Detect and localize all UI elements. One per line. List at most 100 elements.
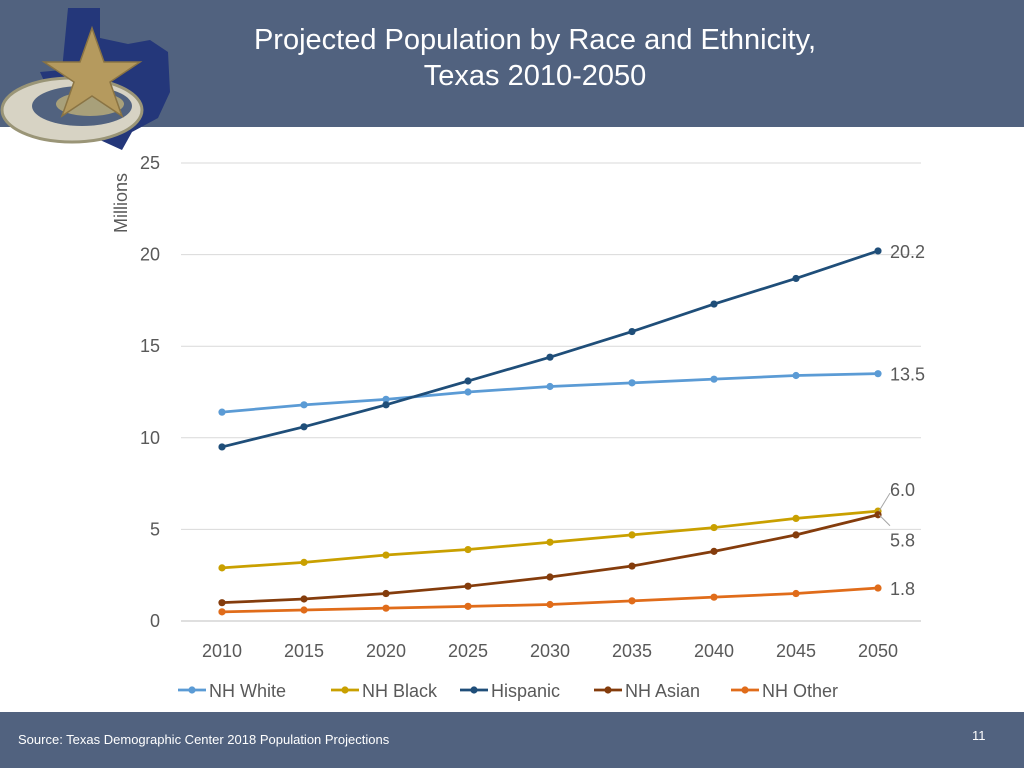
x-tick-label: 2030	[530, 641, 570, 661]
legend-item: NH Other	[731, 681, 838, 701]
series-line-nh-white	[221, 372, 879, 414]
footer-bar: Source: Texas Demographic Center 2018 Po…	[0, 712, 1024, 768]
page-title: Projected Population by Race and Ethnici…	[240, 22, 830, 94]
y-axis-label: Millions	[111, 173, 131, 233]
data-point-nh-white	[874, 370, 882, 378]
data-point-nh-other	[546, 600, 554, 609]
data-point-nh-black	[546, 538, 554, 546]
x-tick-label: 2025	[448, 641, 488, 661]
texas-star-logo	[0, 8, 170, 150]
line-chart: 0 5 10 15 2025 2010 2015 2020 2025 2030 2035 2040 2…	[111, 153, 925, 701]
y-axis-ticks: 0 5 10 15 20 25	[140, 153, 160, 631]
x-tick-label: 2050	[858, 641, 898, 661]
x-tick-label: 2010	[202, 641, 242, 661]
page-number: 11	[972, 728, 986, 743]
legend-swatch-marker	[341, 686, 349, 694]
x-tick-label: 2040	[694, 641, 734, 661]
data-point-nh-other	[628, 597, 636, 605]
data-point-nh-white	[628, 379, 636, 387]
legend-item: NH White	[178, 681, 286, 701]
end-data-label: 6.0	[890, 480, 915, 500]
data-point-nh-white	[382, 395, 390, 403]
title-line-1: Projected Population by Race and Ethnici…	[253, 24, 817, 56]
data-point-hispanic	[874, 247, 882, 255]
gridlines	[181, 162, 921, 622]
data-point-nh-other	[218, 608, 226, 616]
legend-label: NH Black	[362, 681, 438, 701]
x-tick-label: 2015	[284, 641, 324, 661]
data-point-nh-asian	[710, 547, 718, 555]
data-point-nh-other	[300, 606, 308, 614]
data-point-nh-other	[874, 584, 882, 592]
legend-item: Hispanic	[460, 681, 560, 701]
legend-swatch-marker	[741, 686, 749, 694]
legend-swatch-marker	[470, 686, 478, 694]
legend-swatch-marker	[188, 686, 196, 694]
series-line-nh-asian	[221, 513, 879, 605]
data-point-nh-white	[218, 408, 226, 416]
data-point-nh-white	[546, 382, 554, 391]
data-point-hispanic	[546, 353, 554, 361]
legend-label: NH Asian	[625, 681, 700, 701]
data-point-nh-black	[710, 523, 718, 532]
data-point-nh-white	[710, 375, 718, 383]
data-point-nh-white	[792, 371, 800, 380]
y-tick-label: 15	[140, 336, 160, 356]
end-data-label: 13.5	[890, 365, 925, 385]
data-point-nh-black	[792, 514, 800, 523]
data-point-nh-black	[300, 558, 308, 566]
data-point-hispanic	[300, 423, 308, 431]
data-point-nh-other	[382, 604, 390, 612]
series-line-hispanic	[221, 249, 879, 449]
data-point-nh-other	[710, 593, 718, 601]
data-labels: 13.5 6.0 20.2 5.8 1.8	[878, 242, 925, 599]
data-point-nh-asian	[546, 573, 554, 581]
y-tick-label: 5	[150, 519, 160, 539]
x-tick-label: 2020	[366, 641, 406, 661]
data-point-nh-asian	[874, 511, 882, 519]
data-point-nh-asian	[628, 562, 636, 570]
data-point-hispanic	[464, 377, 472, 385]
data-point-hispanic	[792, 274, 800, 283]
data-point-hispanic	[710, 300, 718, 308]
legend-label: Hispanic	[491, 681, 560, 701]
series	[218, 247, 882, 616]
end-data-label: 1.8	[890, 579, 915, 599]
data-point-nh-black	[464, 545, 472, 554]
data-point-hispanic	[382, 401, 390, 409]
data-point-nh-asian	[300, 595, 308, 603]
header-bar: Projected Population by Race and Ethnici…	[0, 0, 1024, 127]
data-point-nh-other	[792, 589, 800, 598]
data-point-nh-black	[382, 551, 390, 559]
x-axis-ticks: 2010 2015 2020 2025 2030 2035 2040 2045 2050	[202, 641, 898, 661]
data-point-nh-asian	[792, 531, 800, 539]
y-tick-label: 10	[140, 428, 160, 448]
legend: NH White NH Black Hispanic NH Asian NH Other	[178, 681, 838, 701]
source-note: Source: Texas Demographic Center 2018 Po…	[18, 732, 390, 747]
data-point-nh-white	[300, 401, 308, 409]
data-point-nh-asian	[218, 599, 226, 607]
data-point-nh-other	[464, 602, 472, 610]
title-line-2: Texas 2010-2050	[423, 60, 647, 92]
legend-swatch-marker	[604, 686, 612, 694]
data-point-hispanic	[628, 327, 636, 336]
y-tick-label: 0	[150, 611, 160, 631]
data-point-hispanic	[218, 443, 226, 451]
data-label-leader	[878, 492, 891, 512]
legend-item: NH Asian	[594, 681, 700, 701]
legend-label: NH Other	[762, 681, 838, 701]
data-point-nh-white	[464, 388, 472, 396]
data-point-nh-black	[628, 531, 636, 539]
end-data-label: 5.8	[890, 531, 915, 551]
legend-item: NH Black	[331, 681, 438, 701]
legend-label: NH White	[209, 681, 286, 701]
series-line-nh-other	[221, 586, 879, 614]
data-point-nh-asian	[464, 582, 472, 590]
x-tick-label: 2045	[776, 641, 816, 661]
data-point-nh-asian	[382, 589, 390, 598]
end-data-label: 20.2	[890, 242, 925, 262]
x-tick-label: 2035	[612, 641, 652, 661]
data-point-nh-black	[218, 564, 226, 572]
data-label-leader	[878, 514, 891, 527]
y-tick-label: 25	[140, 153, 160, 173]
